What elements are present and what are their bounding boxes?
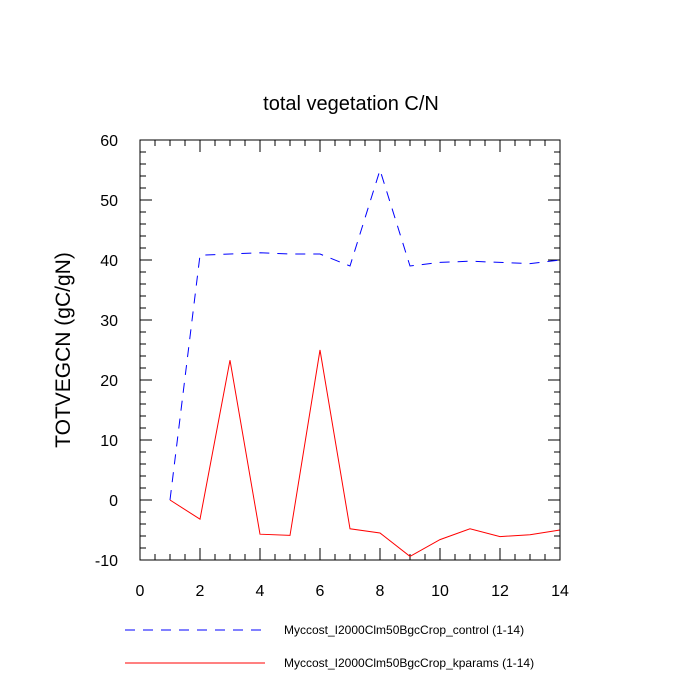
y-axis-label: TOTVEGCN (gC/gN) xyxy=(52,252,75,448)
x-tick-label: 14 xyxy=(551,583,569,600)
y-tick-label: 10 xyxy=(100,433,118,450)
y-tick-label: 20 xyxy=(100,373,118,390)
y-tick-label: -10 xyxy=(95,553,118,570)
x-tick-label: 12 xyxy=(491,583,509,600)
x-tick-label: 8 xyxy=(376,583,385,600)
y-tick-label: 60 xyxy=(100,133,118,150)
series-line-kparams xyxy=(169,349,561,557)
y-tick-label: 40 xyxy=(100,253,118,270)
legend-label-control: Myccost_I2000Clm50BgcCrop_control (1-14) xyxy=(284,623,524,637)
x-tick-label: 6 xyxy=(316,583,325,600)
y-tick-labels: -10 0 10 20 30 40 50 60 xyxy=(95,133,118,570)
x-tick-label: 2 xyxy=(196,583,205,600)
y-tick-label: 50 xyxy=(100,193,118,210)
y-tick-label: 30 xyxy=(100,313,118,330)
legend-label-kparams: Myccost_I2000Clm50BgcCrop_kparams (1-14) xyxy=(284,656,534,670)
x-tick-label: 0 xyxy=(136,583,145,600)
x-tick-labels: 0 2 4 6 8 10 12 14 xyxy=(136,583,569,600)
legend: Myccost_I2000Clm50BgcCrop_control (1-14)… xyxy=(125,623,534,670)
plot-frame xyxy=(139,139,561,561)
axis-ticks xyxy=(139,139,561,561)
x-tick-label: 10 xyxy=(431,583,449,600)
x-tick-label: 4 xyxy=(256,583,265,600)
series-line-control xyxy=(169,168,561,501)
series-layer xyxy=(169,168,561,557)
chart-title: total vegetation C/N xyxy=(263,93,439,115)
y-tick-label: 0 xyxy=(109,493,118,510)
